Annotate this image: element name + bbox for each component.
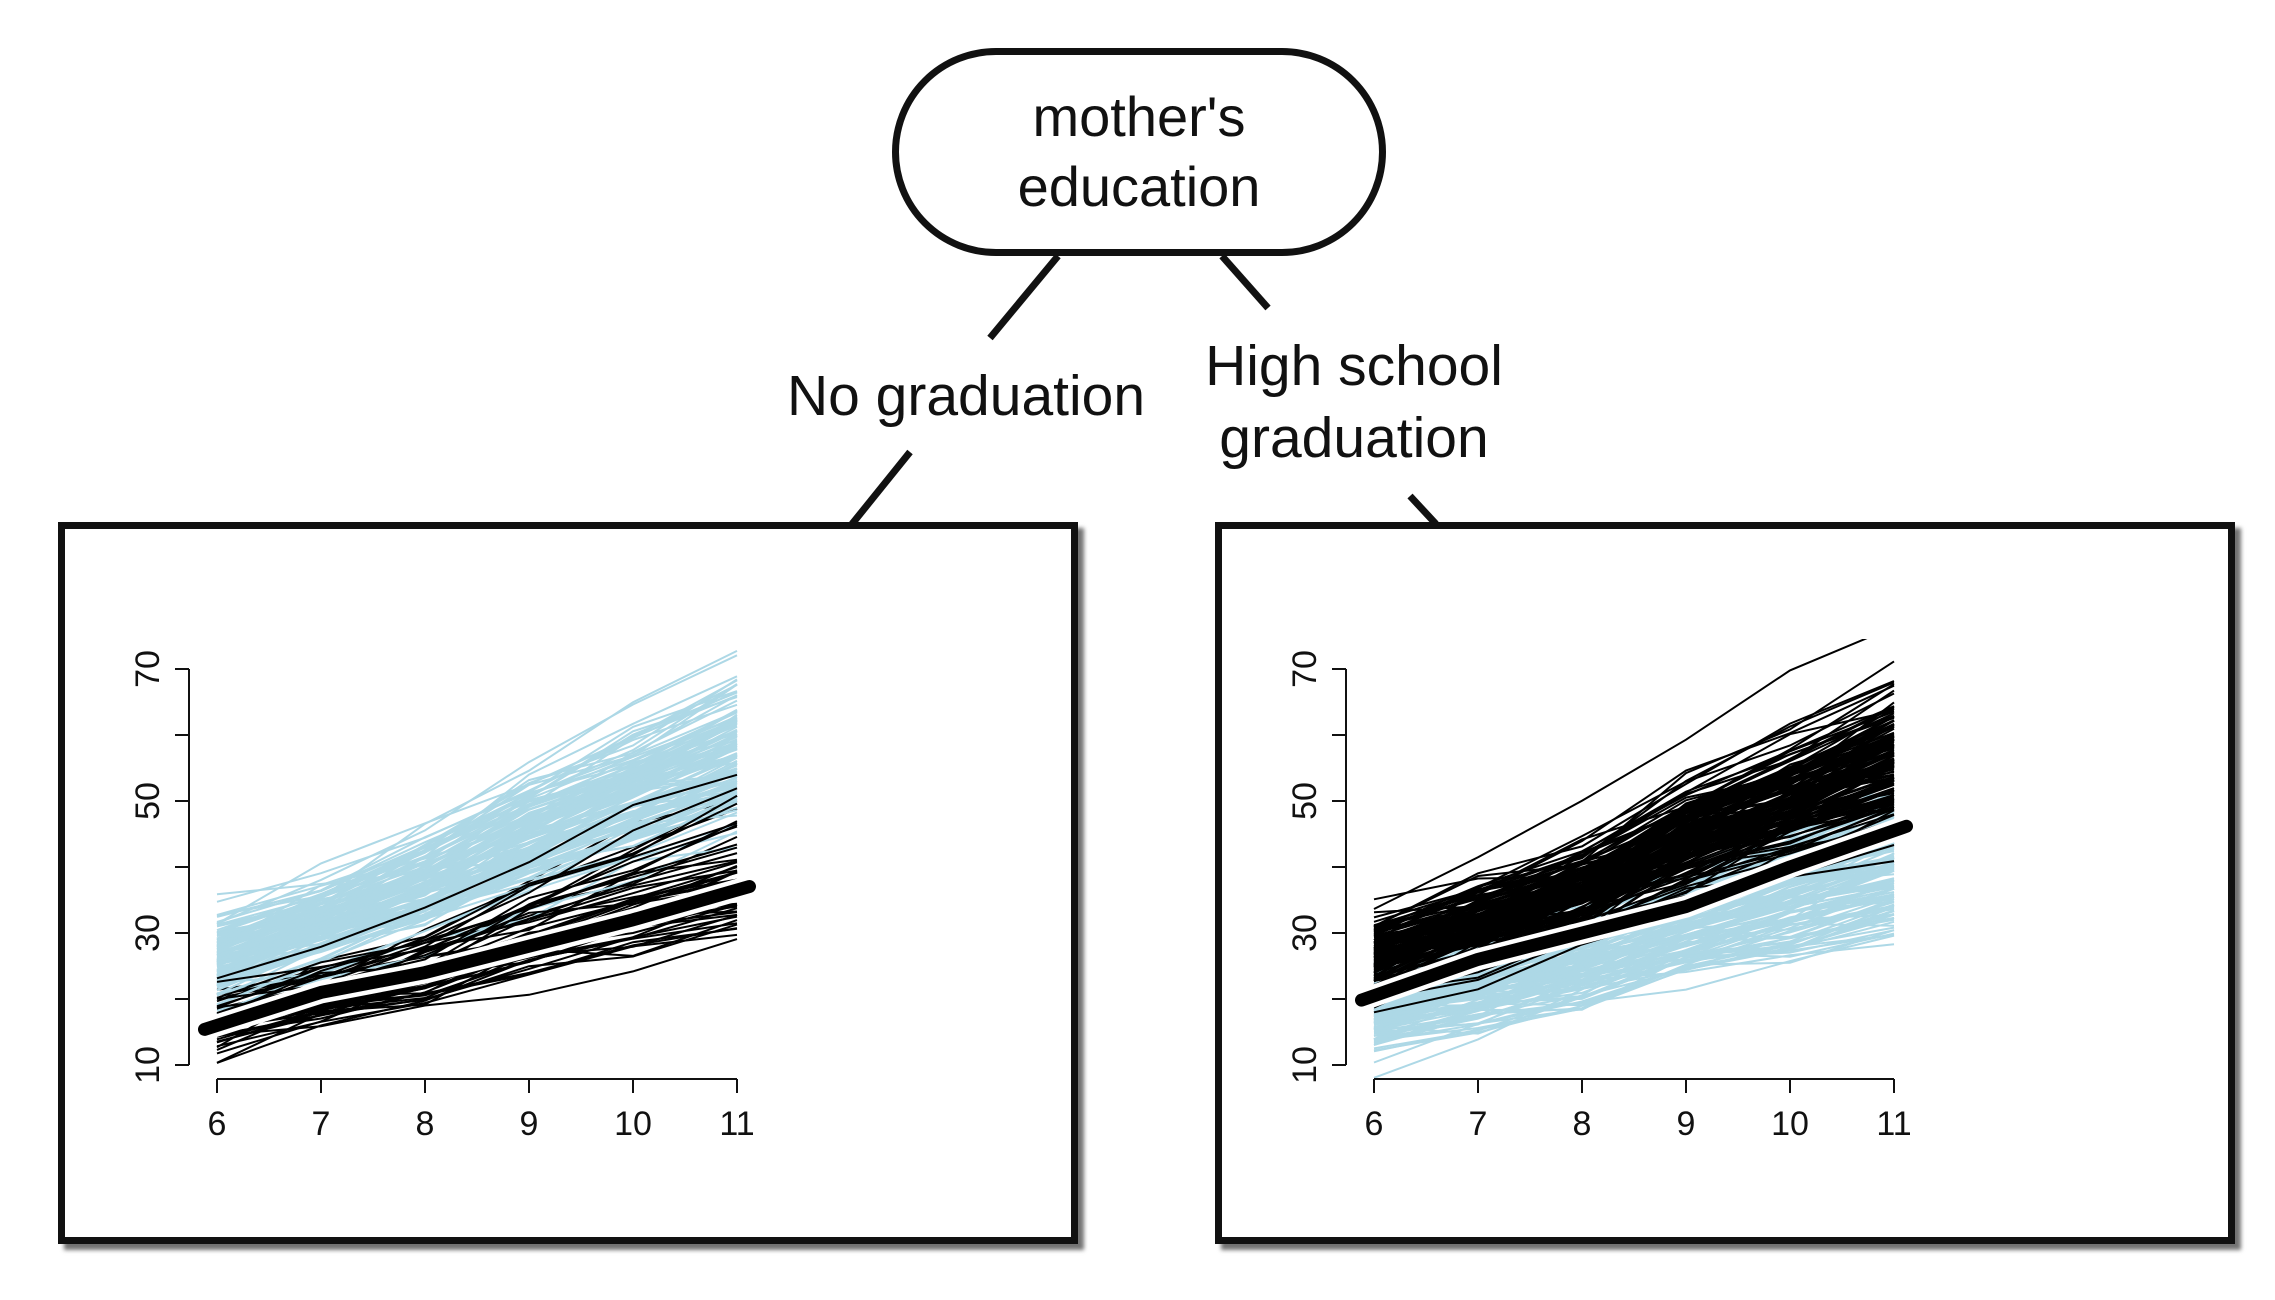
trajectory-line xyxy=(1373,720,1895,944)
trajectory-line xyxy=(1373,723,1895,950)
trajectory-line xyxy=(216,719,738,966)
trajectory-line xyxy=(1373,660,1895,952)
trajectory-line xyxy=(1373,760,1895,968)
trajectory-line xyxy=(1373,881,1895,1079)
root-node: mother's education xyxy=(892,48,1386,256)
trajectory-line xyxy=(216,708,738,917)
trajectory-line xyxy=(1373,778,1895,937)
trajectory-line xyxy=(1373,716,1895,928)
y-tick-label: 30 xyxy=(129,914,167,952)
trajectory-line xyxy=(1373,943,1895,1015)
panel-high-school-graduation: 6 7 8 9 10 11 10 30 50 70 xyxy=(1215,522,2235,1244)
trajectory-line xyxy=(216,789,738,960)
y-tick-label: 70 xyxy=(1286,650,1324,688)
trajectory-line xyxy=(216,748,738,948)
x-tick-label: 6 xyxy=(208,1105,227,1143)
trajectory-line xyxy=(1373,722,1895,974)
root-label: mother's education xyxy=(1017,85,1261,218)
trajectory-line xyxy=(1373,864,1895,1016)
x-tick-label: 11 xyxy=(1876,1105,1911,1143)
trajectory-line xyxy=(1373,757,1895,953)
edge-left-upper xyxy=(987,253,1061,341)
trajectory-line xyxy=(216,846,738,983)
trajectory-line xyxy=(1373,738,1895,956)
x-tick-label: 8 xyxy=(1573,1105,1592,1143)
chart-high-school-graduation: 6 7 8 9 10 11 10 30 50 70 xyxy=(1286,639,1918,1143)
x-tick-label: 10 xyxy=(1771,1105,1809,1143)
mean-line xyxy=(198,880,756,1036)
x-tick-label: 11 xyxy=(719,1105,754,1143)
y-tick-label: 50 xyxy=(129,782,167,820)
trajectory-line xyxy=(1373,903,1895,1024)
y-tick-label: 70 xyxy=(129,650,167,688)
trajectory-line xyxy=(1373,692,1895,936)
x-tick-label: 7 xyxy=(1469,1105,1488,1143)
x-tick-label: 9 xyxy=(520,1105,539,1143)
trajectory-line xyxy=(1373,893,1895,1064)
chart-no-graduation: 6 7 8 9 10 11 10 30 50 70 xyxy=(129,650,761,1143)
trajectory-line xyxy=(216,696,738,923)
trajectory-line xyxy=(216,777,738,961)
x-tick-label: 10 xyxy=(614,1105,652,1143)
y-tick-label: 30 xyxy=(1286,914,1324,952)
trajectory-line xyxy=(216,773,738,980)
edge-left-lower xyxy=(849,449,913,527)
trajectory-line xyxy=(1373,639,1868,910)
trajectory-line xyxy=(216,650,738,949)
branch-label-high-school-graduation: High school graduation xyxy=(1170,330,1538,474)
trajectory-line xyxy=(216,858,738,996)
panel-no-graduation: 6 7 8 9 10 11 10 30 50 70 xyxy=(58,522,1078,1244)
trajectory-line xyxy=(216,730,738,940)
trajectory-line xyxy=(216,796,738,973)
trajectory-line xyxy=(1373,683,1895,955)
x-tick-label: 6 xyxy=(1365,1105,1384,1143)
trajectory-line xyxy=(1373,776,1895,929)
trajectory-line xyxy=(216,679,738,925)
trajectory-line xyxy=(216,822,738,999)
branch-label-no-graduation: No graduation xyxy=(752,360,1180,432)
trajectory-line xyxy=(1373,753,1895,927)
trajectory-line xyxy=(216,938,738,1037)
trajectory-line xyxy=(1373,913,1895,1018)
y-tick-label: 10 xyxy=(1286,1046,1324,1084)
trajectory-line xyxy=(216,678,738,942)
x-tick-label: 8 xyxy=(416,1105,435,1143)
y-tick-label: 10 xyxy=(129,1046,167,1084)
trajectory-line xyxy=(216,809,738,980)
trajectory-line xyxy=(216,802,738,1015)
trajectory-line xyxy=(1373,765,1895,932)
trajectory-line xyxy=(216,683,738,943)
trajectory-line xyxy=(1373,916,1895,992)
trajectory-line xyxy=(216,722,738,953)
trajectory-line xyxy=(216,775,738,938)
x-tick-label: 7 xyxy=(312,1105,331,1143)
x-tick-label: 9 xyxy=(1677,1105,1696,1143)
edge-right-lower xyxy=(1407,493,1439,527)
trajectory-line xyxy=(216,746,738,978)
trajectories-foreground xyxy=(216,650,738,1049)
trajectory-line xyxy=(1373,860,1895,1050)
y-tick-label: 50 xyxy=(1286,782,1324,820)
edge-right-upper xyxy=(1219,253,1271,311)
mean-line xyxy=(1355,819,1913,1007)
trajectory-line xyxy=(1373,739,1895,948)
